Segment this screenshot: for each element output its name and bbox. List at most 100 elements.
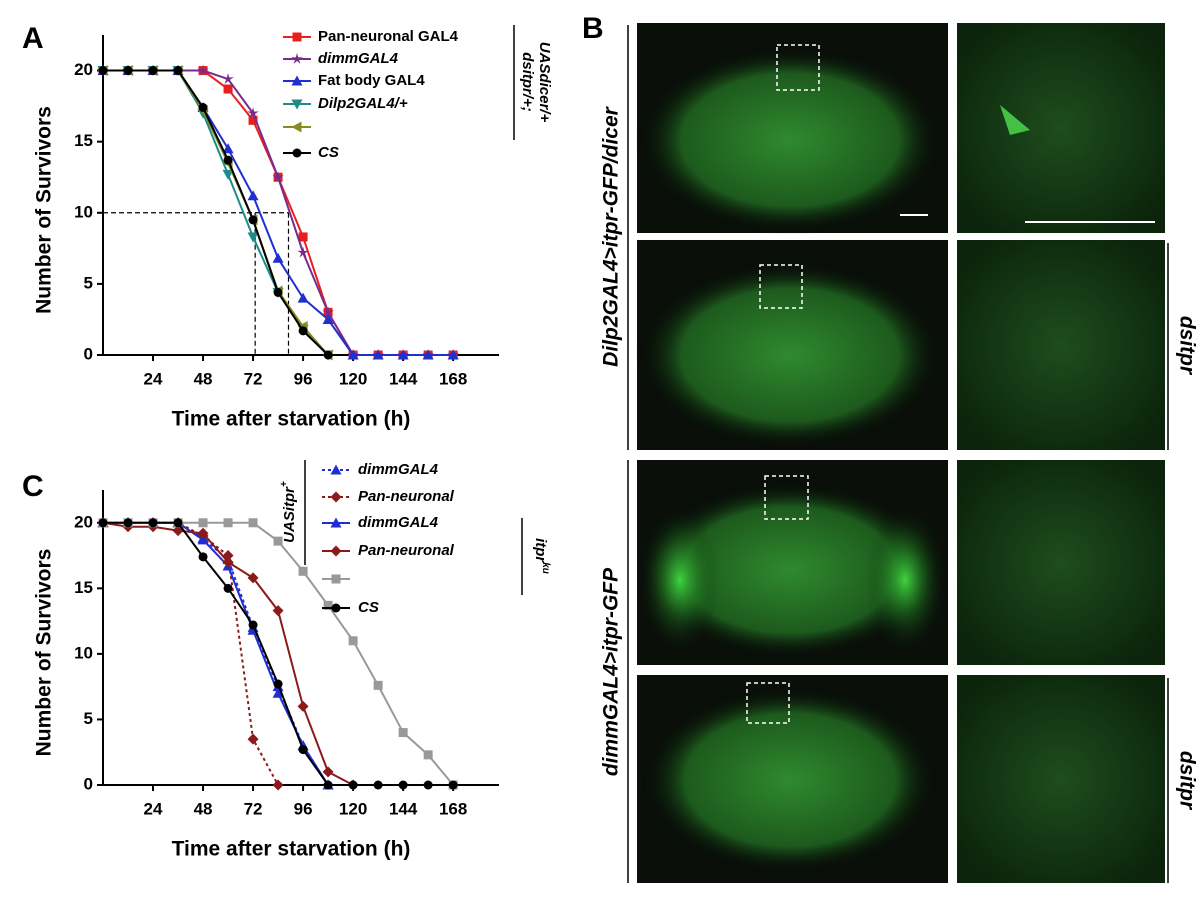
y-axis-title: Number of Survivors: [33, 549, 56, 757]
y-tick-label: 0: [84, 344, 93, 363]
marker: [373, 680, 383, 690]
x-tick-label: 72: [244, 799, 263, 818]
y-tick-label: 15: [74, 131, 93, 150]
marker: [272, 687, 284, 698]
legend-label: Dilp2GAL4/+: [318, 95, 408, 112]
marker: [197, 534, 209, 545]
marker: [272, 605, 284, 617]
marker: [248, 620, 258, 630]
marker: [348, 780, 358, 790]
marker: [291, 53, 303, 64]
side-label: dsitpr: [1175, 316, 1198, 376]
legend-label: Pan-neuronal GAL4: [318, 28, 459, 45]
marker: [123, 66, 133, 76]
marker: [331, 574, 341, 584]
x-tick-label: 96: [294, 369, 313, 388]
x-tick-label: 96: [294, 799, 313, 818]
y-tick-label: 15: [74, 578, 93, 597]
marker: [247, 733, 259, 745]
series-line: [103, 521, 279, 786]
marker: [173, 518, 183, 528]
marker: [248, 518, 258, 528]
marker: [291, 99, 303, 110]
marker: [198, 518, 208, 528]
x-tick-label: 144: [389, 799, 418, 818]
marker: [331, 603, 341, 613]
bracket-text: UASitpr: [281, 486, 298, 543]
x-tick-label: 120: [339, 799, 367, 818]
y-tick-label: 10: [74, 202, 93, 221]
marker: [272, 171, 284, 183]
marker: [198, 103, 208, 113]
marker: [322, 313, 334, 324]
marker: [197, 64, 209, 76]
marker: [248, 215, 258, 225]
y-tick-label: 0: [84, 774, 93, 793]
marker: [173, 66, 183, 76]
marker: [98, 518, 108, 528]
marker: [397, 349, 409, 360]
y-tick-label: 5: [84, 273, 93, 292]
legend-label: CS: [358, 599, 379, 616]
marker: [330, 545, 342, 557]
marker: [323, 600, 333, 610]
x-tick-label: 120: [339, 369, 367, 388]
marker: [423, 780, 433, 790]
bracket-label: UASdicer/+: [536, 42, 553, 123]
marker: [222, 143, 234, 154]
marker: [297, 700, 309, 712]
marker: [223, 583, 233, 593]
marker: [298, 745, 308, 755]
marker: [247, 232, 259, 243]
panel-label: B: [582, 12, 604, 45]
marker: [98, 66, 108, 76]
marker: [373, 780, 383, 790]
bracket-sup: +: [279, 481, 290, 487]
panel-b: Dilp2GAL4>itpr-GFP/dicer dimmGAL4>itpr-G…: [600, 23, 1198, 883]
x-tick-label: 72: [244, 369, 263, 388]
marker: [222, 556, 234, 568]
y-tick-label: 20: [74, 60, 93, 79]
marker: [348, 636, 358, 646]
marker: [222, 169, 234, 180]
x-tick-label: 24: [144, 799, 163, 818]
marker: [223, 155, 233, 165]
x-axis-title: Time after starvation (h): [172, 408, 411, 431]
marker: [347, 349, 359, 360]
marker: [448, 780, 458, 790]
marker: [323, 780, 333, 790]
marker: [298, 326, 308, 336]
bracket-label: UASitpr+: [279, 481, 298, 543]
marker: [330, 464, 342, 475]
marker: [323, 350, 333, 360]
marker: [223, 84, 233, 94]
bracket-label: dsitpr/+;: [519, 52, 536, 112]
bracket-text: itpr: [532, 538, 549, 563]
x-axis-title: Time after starvation (h): [172, 838, 411, 861]
marker: [272, 779, 284, 791]
marker: [398, 780, 408, 790]
marker: [291, 75, 303, 86]
series-line: [103, 69, 329, 356]
marker: [273, 287, 283, 297]
x-tick-label: 168: [439, 369, 467, 388]
marker: [247, 107, 259, 119]
marker: [322, 766, 334, 778]
panel-label: C: [22, 470, 44, 503]
marker: [297, 246, 309, 258]
marker: [223, 518, 233, 528]
marker: [248, 115, 258, 125]
legend-label: dimmGAL4: [318, 50, 399, 67]
marker: [292, 148, 302, 158]
marker: [298, 566, 308, 576]
marker: [273, 536, 283, 546]
y-tick-label: 20: [74, 512, 93, 531]
marker: [247, 572, 259, 584]
marker: [322, 306, 334, 318]
y-tick-label: 10: [74, 643, 93, 662]
bracket-sup: ku: [540, 562, 551, 574]
marker: [330, 491, 342, 503]
series-line: [103, 521, 454, 786]
row-label: Dilp2GAL4>itpr-GFP/dicer: [600, 105, 623, 366]
marker: [372, 349, 384, 360]
